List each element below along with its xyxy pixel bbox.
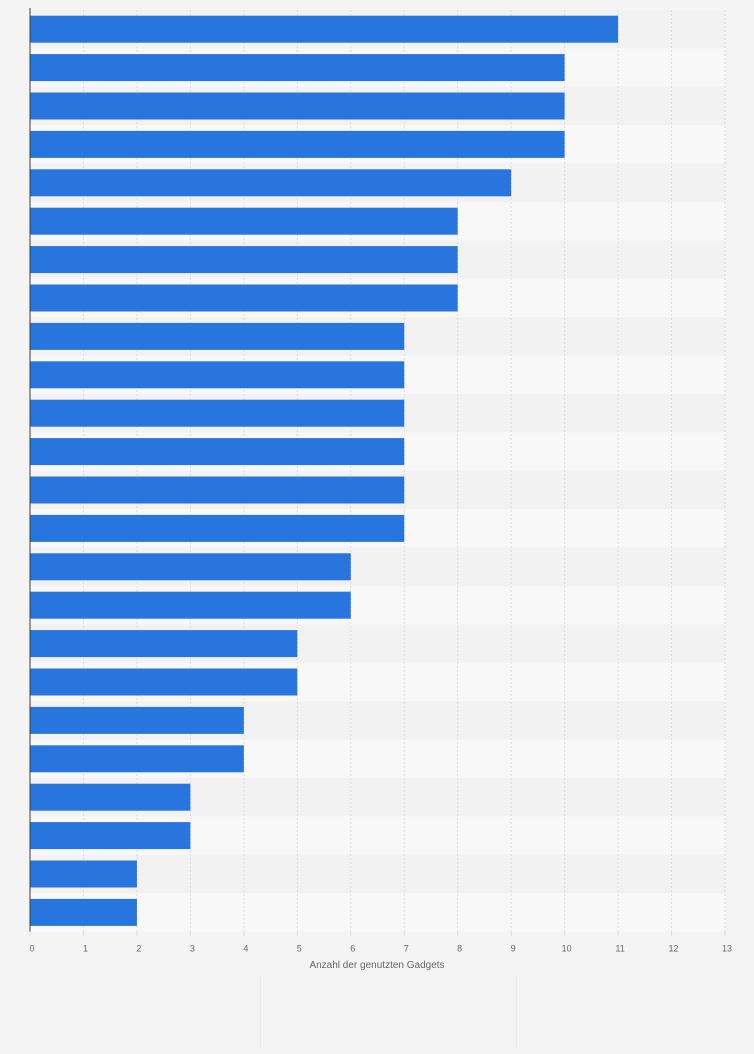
row-band bbox=[30, 893, 725, 932]
bar bbox=[30, 860, 137, 888]
x-tick-label: 5 bbox=[297, 944, 302, 954]
row-band bbox=[30, 854, 725, 894]
x-tick-label: 9 bbox=[511, 944, 516, 954]
x-tick-label: 3 bbox=[190, 944, 195, 954]
bar bbox=[30, 745, 244, 773]
x-tick-label: 12 bbox=[669, 944, 679, 954]
footer-divider-left bbox=[260, 975, 261, 1049]
bar bbox=[30, 15, 619, 43]
x-axis-ticks: 0 1 2 3 4 5 6 7 8 9 10 11 12 13 bbox=[29, 931, 732, 954]
bar bbox=[30, 92, 565, 120]
bar bbox=[30, 668, 298, 696]
bar bbox=[30, 706, 244, 734]
bar bbox=[30, 169, 512, 197]
bar bbox=[30, 284, 458, 312]
x-tick-label: 8 bbox=[457, 944, 462, 954]
x-tick-label: 6 bbox=[350, 944, 355, 954]
bar bbox=[30, 783, 191, 811]
bar bbox=[30, 361, 405, 389]
x-tick-label: 11 bbox=[615, 944, 624, 954]
x-tick-label: 10 bbox=[562, 944, 572, 954]
bar bbox=[30, 898, 137, 926]
x-tick-label: 1 bbox=[83, 944, 88, 954]
bar bbox=[30, 591, 351, 619]
footer-divider-right bbox=[516, 975, 517, 1049]
bar bbox=[30, 630, 298, 658]
bar bbox=[30, 822, 191, 850]
bar bbox=[30, 514, 405, 542]
x-axis-title: Anzahl der genutzten Gadgets bbox=[309, 960, 444, 971]
bar bbox=[30, 553, 351, 581]
x-tick-label: 0 bbox=[29, 944, 34, 954]
x-tick-label: 13 bbox=[722, 944, 732, 954]
bar bbox=[30, 476, 405, 504]
x-tick-label: 7 bbox=[404, 944, 409, 954]
bars bbox=[30, 15, 619, 926]
bar bbox=[30, 130, 565, 158]
bar bbox=[30, 207, 458, 235]
bar bbox=[30, 399, 405, 427]
bar bbox=[30, 246, 458, 274]
bar bbox=[30, 54, 565, 82]
gridlines bbox=[82, 10, 726, 932]
x-tick-label: 4 bbox=[243, 944, 248, 954]
bar bbox=[30, 322, 405, 350]
bar bbox=[30, 438, 405, 466]
x-tick-label: 2 bbox=[136, 944, 141, 954]
